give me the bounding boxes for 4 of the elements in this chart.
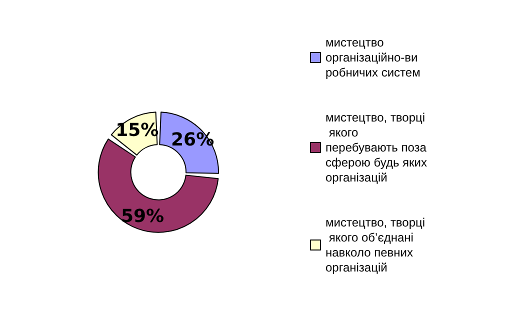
legend-label: мистецтво організаційно-виробничих систем (326, 36, 420, 80)
data-label: 59% (120, 206, 164, 227)
legend-label: мистецтво, творці якого перебувають поза сферою будь яких організацій (326, 110, 430, 184)
legend-label: мистецтво, творці якого об’єднані навколо певних організацій (326, 216, 426, 274)
